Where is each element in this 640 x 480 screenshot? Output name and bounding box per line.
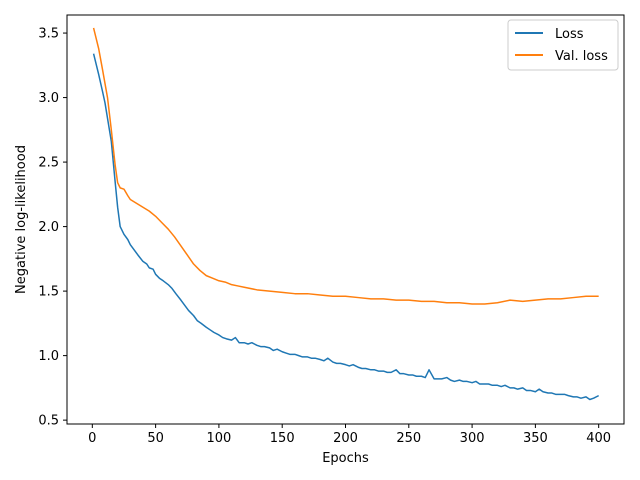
legend: Loss Val. loss xyxy=(507,19,619,71)
y-tick-label: 2.0 xyxy=(38,220,59,235)
x-tick-label: 100 xyxy=(206,431,231,446)
series-layer xyxy=(92,27,600,401)
y-tick-label: 3.0 xyxy=(38,91,59,106)
x-tick-label: 250 xyxy=(396,431,421,446)
x-tick-label: 50 xyxy=(147,431,164,446)
x-tick-label: 300 xyxy=(460,431,485,446)
legend-label-loss: Loss xyxy=(555,27,584,42)
x-tick-label: 200 xyxy=(333,431,358,446)
x-tick-label: 0 xyxy=(88,431,96,446)
x-axis-ticks: 0 50 100 150 200 250 300 350 400 xyxy=(88,424,611,446)
y-tick-label: 1.5 xyxy=(38,285,59,300)
y-tick-label: 2.5 xyxy=(38,156,59,171)
series-line-val-loss xyxy=(92,27,599,305)
y-axis-label: Negative log-likelihood xyxy=(14,145,29,294)
y-tick-label: 0.5 xyxy=(38,414,59,429)
legend-label-val-loss: Val. loss xyxy=(555,49,608,64)
x-axis-label: Epochs xyxy=(322,451,369,466)
y-tick-label: 1.0 xyxy=(38,349,59,364)
x-tick-label: 400 xyxy=(586,431,611,446)
y-axis-ticks: 0.5 1.0 1.5 2.0 2.5 3.0 3.5 xyxy=(38,27,67,429)
y-tick-label: 3.5 xyxy=(38,27,59,42)
x-tick-label: 150 xyxy=(270,431,295,446)
series-line-loss xyxy=(92,53,600,401)
x-tick-label: 350 xyxy=(523,431,548,446)
